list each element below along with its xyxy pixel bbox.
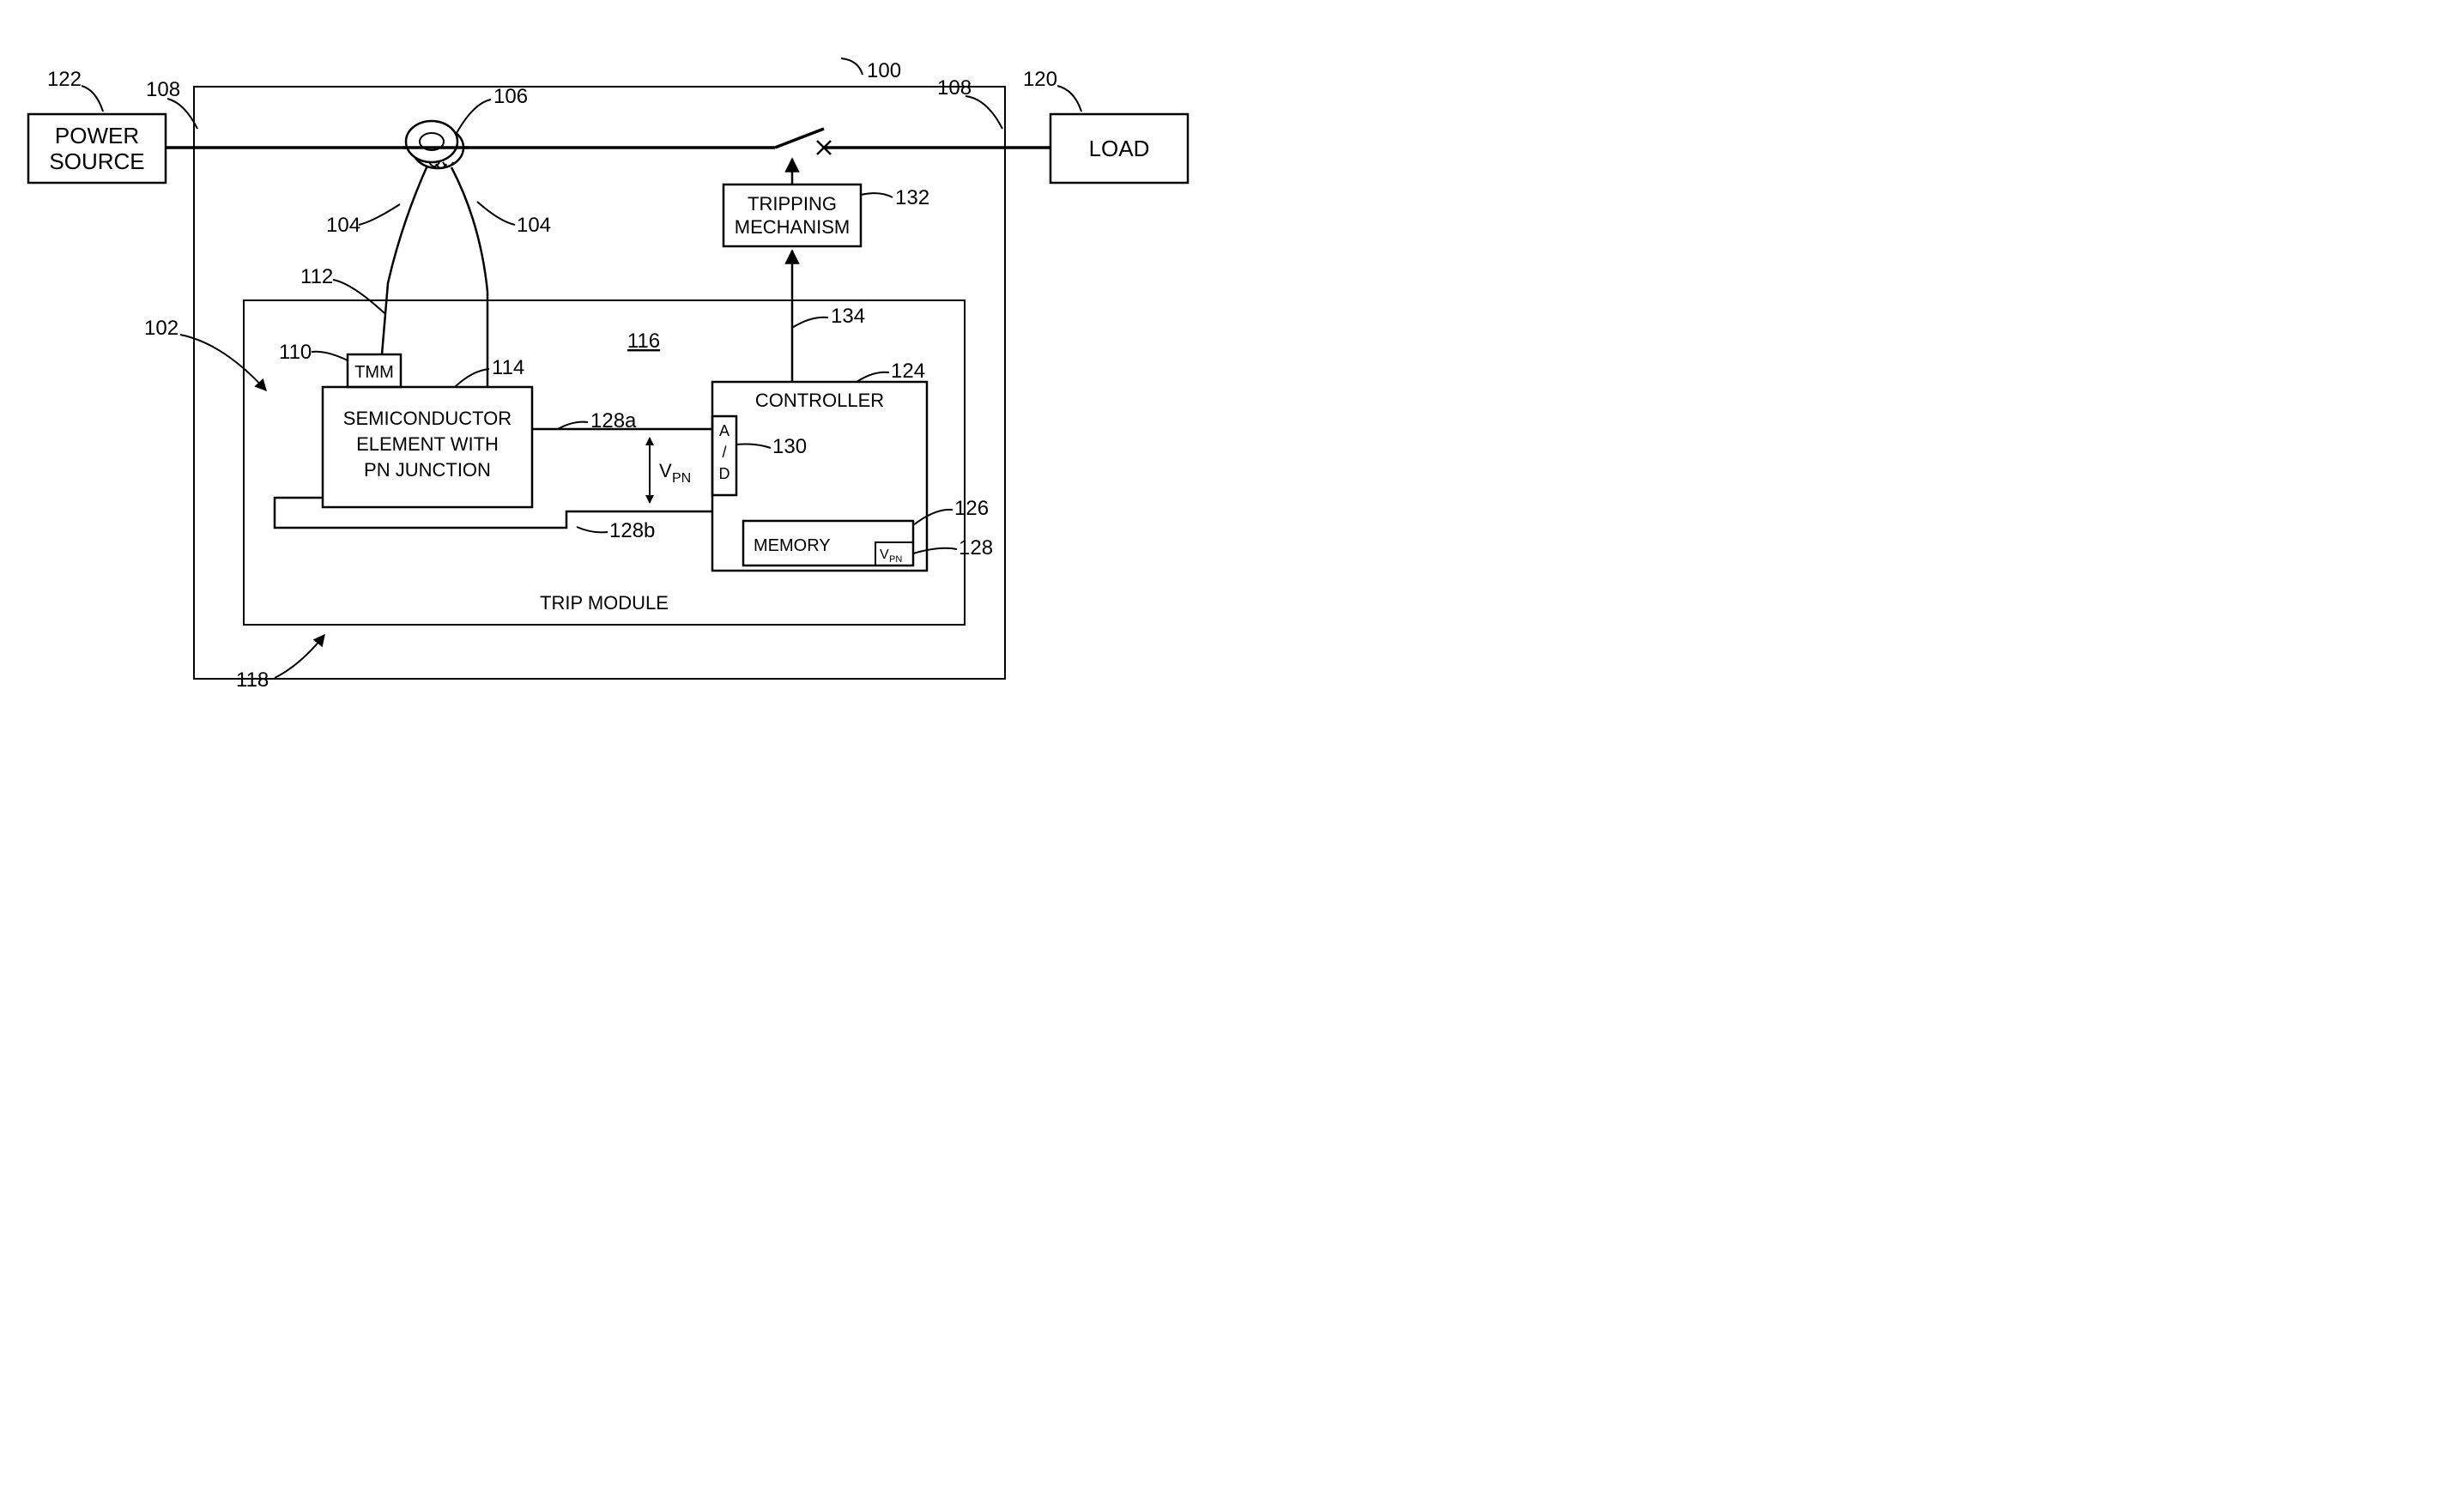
ref-114: 114	[492, 356, 524, 379]
line-128b: 128b	[275, 498, 712, 542]
ref-112: 112	[300, 265, 333, 288]
load-label: LOAD	[1089, 136, 1150, 161]
vpn-base: V	[659, 460, 672, 481]
ref-102-arrow: 102	[144, 317, 266, 390]
tripping-label-2: MECHANISM	[735, 216, 850, 238]
ref-102: 102	[144, 317, 179, 340]
ref-132: 132	[895, 186, 929, 209]
ref-104-left: 104	[326, 214, 360, 237]
ad-label-1: A	[719, 422, 730, 439]
line-128a: 128a	[532, 409, 712, 432]
power-source-label-1: POWER	[55, 123, 139, 148]
power-source-label-2: SOURCE	[49, 148, 144, 174]
vpn-sub: PN	[672, 471, 691, 486]
memory-label: MEMORY	[754, 536, 831, 555]
power-source-block: POWER SOURCE 122	[28, 68, 166, 183]
semi-label-1: SEMICONDUCTOR	[343, 408, 512, 429]
ref-108-right: 108	[937, 76, 972, 100]
ref-118: 118	[236, 668, 269, 692]
ref-128a: 128a	[590, 409, 637, 432]
ad-label-2: /	[722, 444, 726, 461]
ref-106: 106	[493, 85, 528, 108]
ref-108-left: 108	[146, 78, 180, 101]
semi-label-3: PN JUNCTION	[364, 459, 491, 481]
tripping-mechanism-block: TRIPPING MECHANISM 132	[723, 159, 929, 246]
semi-label-2: ELEMENT WITH	[356, 433, 499, 455]
ref-104-right: 104	[517, 214, 551, 237]
enclosure-100: 100 108 108	[146, 58, 1005, 679]
ref-128b: 128b	[609, 519, 655, 542]
ref-110: 110	[279, 341, 312, 364]
trip-module-label: TRIP MODULE	[540, 592, 669, 614]
vpn-mem-base: V	[880, 547, 889, 562]
ref-130: 130	[772, 435, 807, 458]
memory-block: MEMORY 126 V PN 128	[743, 497, 993, 566]
ref-124: 124	[891, 360, 925, 383]
current-sensor-106: 106	[403, 85, 528, 168]
controller-to-trip-arrow: 134	[792, 251, 865, 382]
tripping-label-1: TRIPPING	[748, 193, 837, 215]
ref-128: 128	[959, 536, 993, 559]
ref-126: 126	[954, 497, 989, 520]
ref-120: 120	[1023, 68, 1057, 91]
ad-label-3: D	[719, 465, 730, 482]
ad-block: A / D 130	[712, 416, 807, 495]
ref-116: 116	[627, 330, 660, 353]
vpn-mem-sub: PN	[889, 554, 902, 565]
vpn-measure: V PN	[650, 438, 691, 503]
load-block: LOAD 120	[1023, 68, 1188, 183]
controller-label: CONTROLLER	[755, 390, 884, 411]
main-conductor	[166, 129, 1050, 154]
tmm-label: TMM	[354, 363, 394, 382]
ref-134: 134	[831, 305, 865, 328]
sensor-leads-104: 104 104 112	[300, 166, 551, 387]
ref-122: 122	[47, 68, 82, 91]
ref-100: 100	[867, 59, 901, 82]
